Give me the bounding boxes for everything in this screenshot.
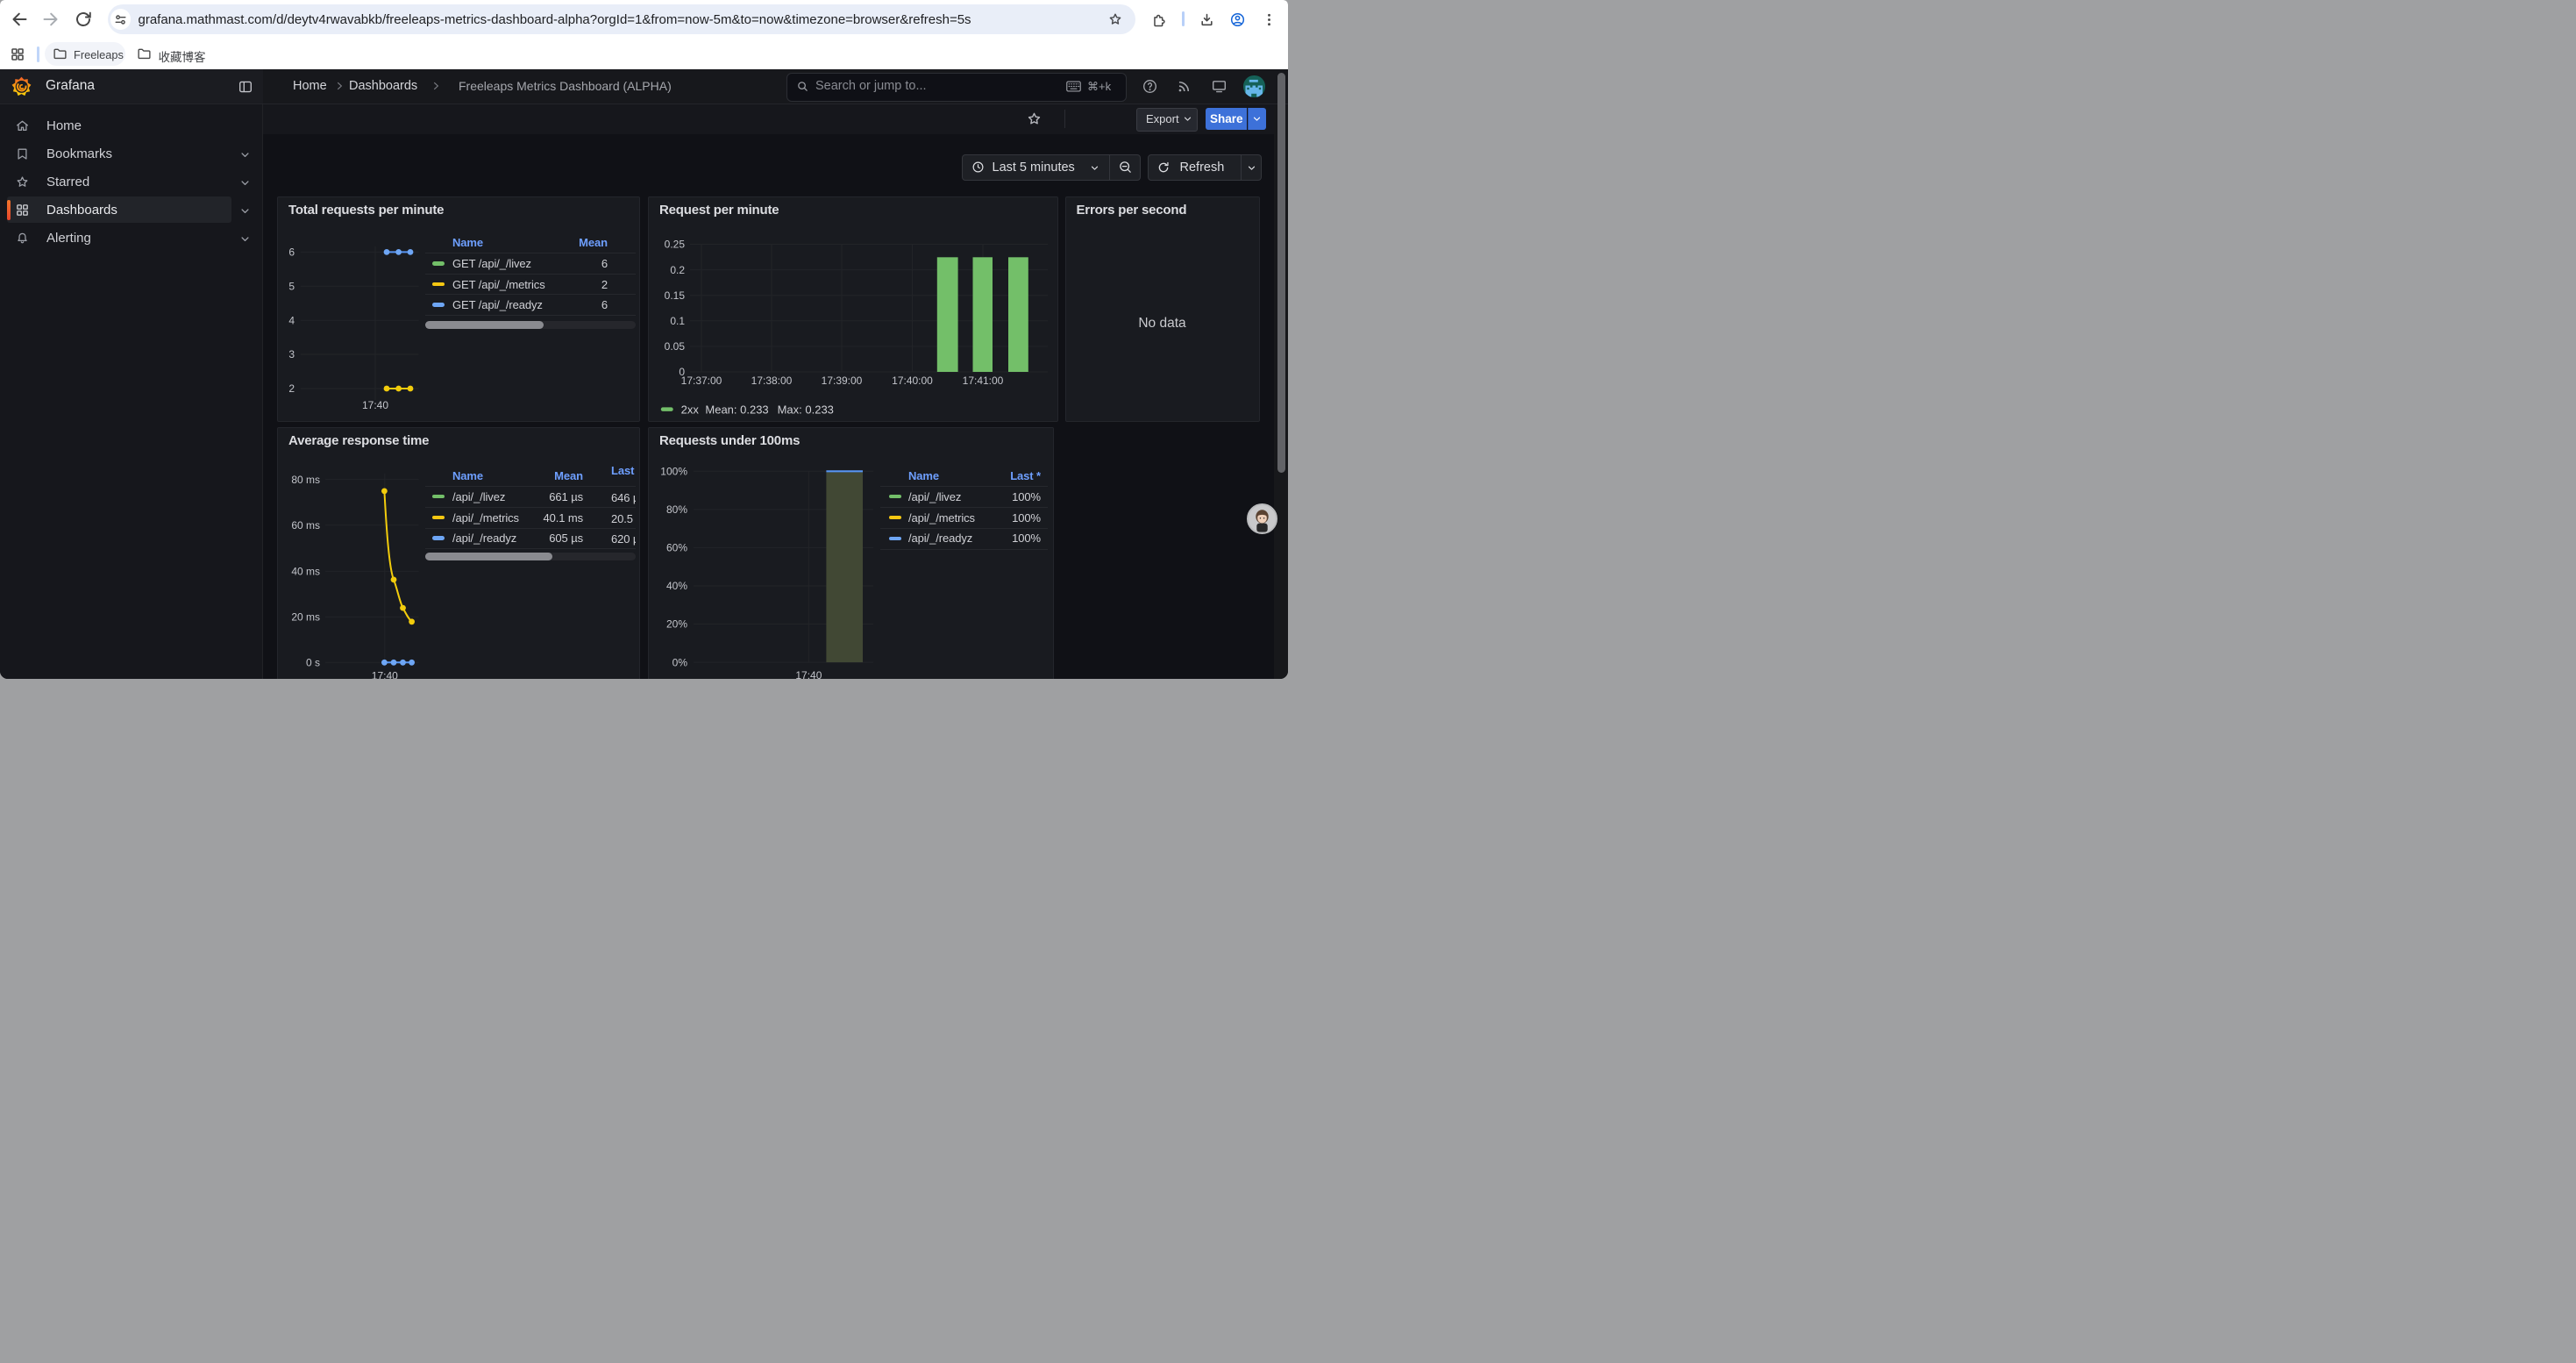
svg-text:17:38:00: 17:38:00 [751,375,793,387]
svg-text:60 ms: 60 ms [291,519,320,532]
svg-text:2xx: 2xx [681,403,700,417]
svg-text:40 ms: 40 ms [291,565,320,577]
svg-text:60%: 60% [666,541,687,553]
svg-text:17:40: 17:40 [362,399,388,411]
svg-text:5: 5 [288,280,295,292]
svg-text:3: 3 [288,348,295,360]
svg-text:6: 6 [288,246,295,259]
svg-text:0.15: 0.15 [665,289,686,302]
svg-text:4: 4 [288,314,295,326]
svg-text:17:40: 17:40 [795,669,822,679]
svg-text:0: 0 [679,366,685,378]
svg-text:0.05: 0.05 [665,340,686,353]
svg-text:40%: 40% [666,580,687,592]
svg-text:20%: 20% [666,617,687,630]
svg-text:17:37:00: 17:37:00 [681,375,722,387]
svg-text:Mean: 0.233: Mean: 0.233 [705,403,768,417]
svg-text:2: 2 [288,382,295,395]
svg-text:17:40: 17:40 [372,669,398,679]
svg-text:80 ms: 80 ms [291,473,320,485]
svg-text:100%: 100% [660,465,687,477]
svg-text:0.25: 0.25 [665,239,686,251]
svg-text:20 ms: 20 ms [291,610,320,623]
svg-text:0 s: 0 s [306,656,320,668]
svg-text:17:41:00: 17:41:00 [963,375,1004,387]
svg-text:0%: 0% [672,656,688,668]
svg-text:80%: 80% [666,503,687,516]
svg-text:17:39:00: 17:39:00 [822,375,863,387]
svg-text:0.1: 0.1 [670,315,685,327]
svg-text:17:40:00: 17:40:00 [892,375,933,387]
svg-text:Max: 0.233: Max: 0.233 [778,403,834,417]
svg-text:0.2: 0.2 [670,264,685,276]
